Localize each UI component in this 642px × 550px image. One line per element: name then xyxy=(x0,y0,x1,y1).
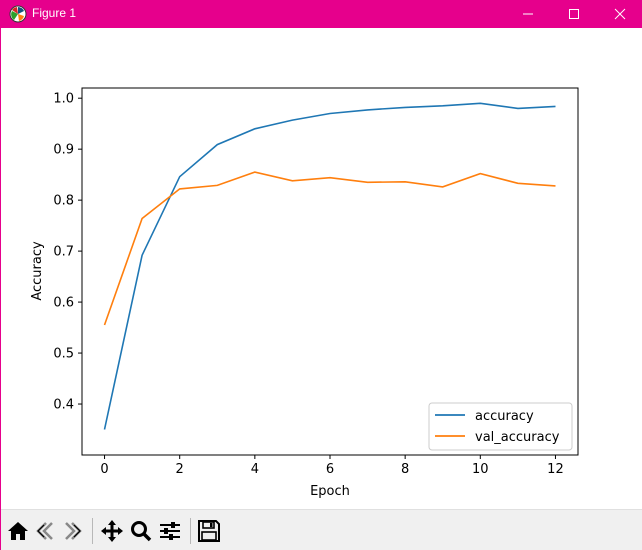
x-tick-label: 12 xyxy=(547,462,564,477)
figure-canvas[interactable]: 0 2 4 6 8 10 12 0.4 0.5 0.6 0.7 0.8 0.9 1.0 Epoch Ac… xyxy=(1,28,642,509)
back-button[interactable] xyxy=(32,518,58,544)
accuracy-chart: 0 2 4 6 8 10 12 0.4 0.5 0.6 0.7 0.8 0.9 1.0 Epoch Ac… xyxy=(30,87,579,499)
series-line-accuracy xyxy=(103,102,556,430)
y-tick-label: 0.6 xyxy=(53,296,74,311)
save-button[interactable] xyxy=(196,518,222,544)
pan-button[interactable] xyxy=(99,518,125,544)
pan-icon xyxy=(101,520,123,542)
configure-subplots-button[interactable] xyxy=(157,518,183,544)
y-tick-label: 1.0 xyxy=(53,92,74,107)
y-tick-label: 0.9 xyxy=(53,143,74,158)
axes-frame xyxy=(81,87,579,456)
legend: accuracy val_accuracy xyxy=(428,402,573,451)
toolbar-separator xyxy=(92,518,93,544)
legend-accuracy-label: accuracy xyxy=(475,409,534,424)
minimize-icon xyxy=(523,13,533,15)
maximize-button[interactable] xyxy=(551,0,597,28)
series-line-val-accuracy xyxy=(103,171,556,326)
x-tick-label: 6 xyxy=(326,462,334,477)
x-tick-label: 0 xyxy=(100,462,108,477)
x-tick-label: 10 xyxy=(472,462,489,477)
matplotlib-icon xyxy=(9,5,27,23)
title-bar[interactable]: Figure 1 xyxy=(1,0,642,28)
zoom-icon xyxy=(131,521,152,542)
forward-icon xyxy=(65,522,82,540)
maximize-icon xyxy=(569,9,579,19)
home-icon xyxy=(8,522,28,540)
forward-button[interactable] xyxy=(60,518,86,544)
x-tick-label: 4 xyxy=(251,462,259,477)
y-tick-label: 0.7 xyxy=(53,245,74,260)
y-tick-label: 0.4 xyxy=(53,398,74,413)
save-icon xyxy=(198,520,220,542)
configure-subplots-icon xyxy=(160,522,180,540)
back-icon xyxy=(36,522,53,540)
minimize-button[interactable] xyxy=(505,0,551,28)
navigation-toolbar xyxy=(1,509,642,550)
legend-val-accuracy-label: val_accuracy xyxy=(475,430,560,445)
close-button[interactable] xyxy=(597,0,642,28)
x-tick-label: 2 xyxy=(176,462,184,477)
x-tick-label: 8 xyxy=(401,462,409,477)
zoom-button[interactable] xyxy=(128,518,154,544)
home-button[interactable] xyxy=(5,518,31,544)
window-title: Figure 1 xyxy=(32,6,77,20)
close-icon xyxy=(614,8,626,20)
y-tick-label: 0.8 xyxy=(53,194,74,209)
x-axis-label: Epoch xyxy=(310,484,350,499)
y-axis-label: Accuracy xyxy=(30,241,45,301)
toolbar-separator xyxy=(190,518,191,544)
y-tick-label: 0.5 xyxy=(53,347,74,362)
